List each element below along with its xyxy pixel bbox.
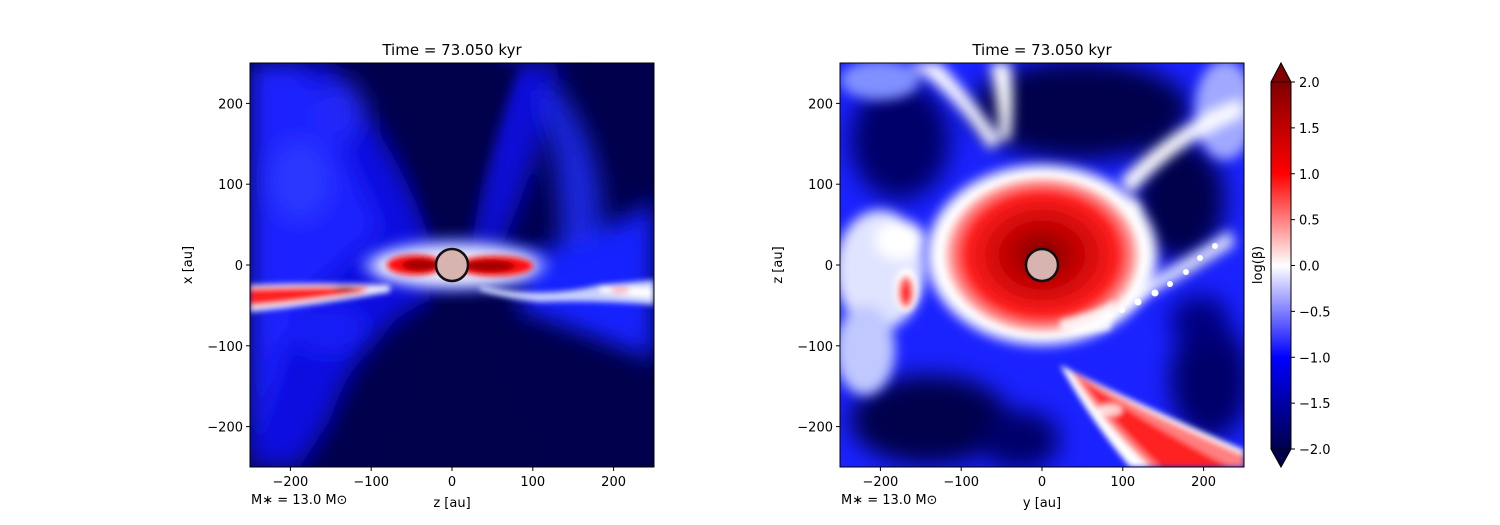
x-tick-label: −100: [943, 475, 979, 490]
colorbar-tick-label: −1.5: [1299, 397, 1331, 412]
x-tick-label: −100: [353, 475, 389, 490]
left-y-axis-label: x [au]: [181, 246, 196, 284]
right-x-axis: −200 −100 0 100 200: [863, 467, 1216, 490]
colorbar-gradient: [1271, 82, 1291, 449]
colorbar-tick-label: 1.5: [1299, 122, 1320, 137]
left-heatmap: [250, 63, 654, 467]
left-panel: Time = 73.050 kyr: [181, 41, 655, 511]
y-tick-label: 200: [218, 97, 243, 112]
right-panel: Time = 73.050 kyr: [771, 41, 1245, 511]
x-tick-label: 200: [1191, 475, 1216, 490]
colorbar-tick-label: 1.0: [1299, 168, 1320, 183]
x-tick-label: 200: [601, 475, 626, 490]
left-star-marker: [434, 247, 470, 283]
x-tick-label: −200: [273, 475, 309, 490]
x-tick-label: −200: [863, 475, 899, 490]
right-dark-regions: [850, 63, 1244, 467]
right-y-axis: −200 −100 0 100 200: [797, 97, 840, 436]
y-tick-label: −200: [207, 421, 243, 436]
colorbar-ticks: −2.0 −1.5 −1.0 −0.5 0.0 0.5 1.0 1.5 2.0: [1291, 76, 1331, 458]
right-mass-annotation: M∗ = 13.0 M⊙: [841, 493, 937, 508]
y-tick-label: −100: [797, 340, 833, 355]
colorbar-label: log(β): [1251, 246, 1266, 284]
right-x-axis-label: y [au]: [1023, 496, 1061, 511]
colorbar-tick-label: −2.0: [1299, 443, 1331, 458]
left-panel-title: Time = 73.050 kyr: [381, 41, 522, 59]
right-star-marker: [1024, 247, 1060, 283]
right-beaded-filament: [1105, 243, 1218, 319]
y-tick-label: 0: [235, 259, 243, 274]
y-tick-label: −100: [207, 340, 243, 355]
left-x-axis: −200 −100 0 100 200: [273, 467, 626, 490]
y-tick-label: 200: [808, 97, 833, 112]
y-tick-label: 0: [825, 259, 833, 274]
left-dark-wedges: [380, 63, 560, 467]
colorbar-tick-label: 0.0: [1299, 260, 1320, 275]
y-tick-label: 100: [808, 178, 833, 193]
left-right-filament: [480, 280, 654, 305]
colorbar-tick-label: −1.0: [1299, 351, 1331, 366]
x-tick-label: 100: [520, 475, 545, 490]
colorbar-tick-label: −0.5: [1299, 305, 1331, 320]
left-x-axis-label: z [au]: [433, 496, 470, 511]
y-tick-label: −200: [797, 421, 833, 436]
y-tick-label: 100: [218, 178, 243, 193]
colorbar-tick-label: 2.0: [1299, 76, 1320, 91]
right-y-axis-label: z [au]: [771, 246, 786, 283]
left-red-lobes: [387, 255, 533, 276]
x-tick-label: 0: [1038, 475, 1046, 490]
x-tick-label: 100: [1110, 475, 1135, 490]
colorbar-extend-bottom: [1270, 448, 1292, 468]
colorbar-tick-label: 0.5: [1299, 214, 1320, 229]
left-mass-annotation: M∗ = 13.0 M⊙: [251, 493, 347, 508]
colorbar: −2.0 −1.5 −1.0 −0.5 0.0 0.5 1.0 1.5 2.0 log(β): [1251, 61, 1331, 469]
left-red-filament: [250, 283, 390, 312]
left-blue-field: [250, 63, 654, 467]
right-heatmap: [840, 63, 1244, 467]
right-panel-title: Time = 73.050 kyr: [971, 41, 1112, 59]
colorbar-extend-top: [1270, 62, 1292, 83]
right-red-streak: [1060, 365, 1244, 467]
left-y-axis: −200 −100 0 100 200: [207, 97, 250, 436]
right-left-red-blob: [894, 268, 918, 312]
x-tick-label: 0: [448, 475, 456, 490]
